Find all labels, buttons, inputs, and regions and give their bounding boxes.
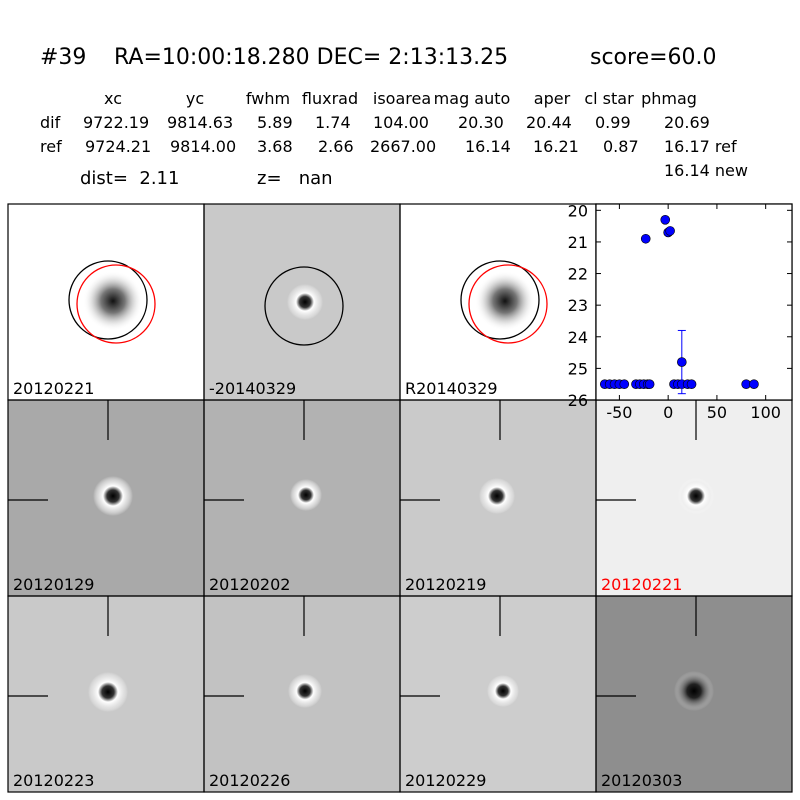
column-header: phmag xyxy=(641,89,697,108)
panel-label: 20120229 xyxy=(405,771,486,790)
table-cell: 9724.21 xyxy=(85,137,151,156)
panel-label: 20120219 xyxy=(405,575,486,594)
table-cell: 0.87 xyxy=(603,137,639,156)
table-cell: 20.44 xyxy=(526,113,572,132)
panel-label: 20120223 xyxy=(13,771,94,790)
table-cell: 16.14 xyxy=(465,137,511,156)
x-tick-label: 50 xyxy=(707,403,727,422)
panel-label: 20120129 xyxy=(13,575,94,594)
table-cell: 5.89 xyxy=(257,113,293,132)
column-header: isoarea xyxy=(373,89,431,108)
table-cell: 2.66 xyxy=(318,137,354,156)
panel-label: -20140329 xyxy=(209,379,296,398)
point xyxy=(665,226,675,236)
row-label: dif xyxy=(40,113,61,132)
cand-id: #39 xyxy=(40,45,86,70)
column-header: xc xyxy=(104,89,122,108)
y-tick-label: 23 xyxy=(568,296,588,315)
plot-frame xyxy=(595,203,793,401)
row-label: ref xyxy=(40,137,62,156)
table-cell: 16.17 ref xyxy=(664,137,737,156)
y-tick-label: 22 xyxy=(568,265,588,284)
x-tick-label: 100 xyxy=(750,403,781,422)
panel-label: R20140329 xyxy=(405,379,498,398)
point xyxy=(619,379,630,389)
point xyxy=(644,379,655,389)
table-cell: 9814.63 xyxy=(167,113,233,132)
table-cell: 0.99 xyxy=(595,113,631,132)
y-tick-label: 20 xyxy=(568,201,588,220)
score: score=60.0 xyxy=(590,45,717,70)
phmag-new: 16.14 new xyxy=(664,161,748,180)
column-header: cl star xyxy=(584,89,634,108)
y-tick-label: 21 xyxy=(568,233,588,252)
point xyxy=(677,357,687,367)
table-cell: 9722.19 xyxy=(83,113,149,132)
x-tick-label: -50 xyxy=(606,403,632,422)
column-header: mag auto xyxy=(434,89,511,108)
panel-label: 20120221 xyxy=(601,575,682,594)
coords: RA=10:00:18.280 DEC= 2:13:13.25 xyxy=(114,45,508,70)
panel-label: 20120303 xyxy=(601,771,682,790)
panel-label: 20120226 xyxy=(209,771,290,790)
table-cell: 16.21 xyxy=(533,137,579,156)
table-cell: 20.69 xyxy=(664,113,710,132)
table-cell: 20.30 xyxy=(458,113,504,132)
stamps xyxy=(7,203,793,793)
table-cell: 2667.00 xyxy=(370,137,436,156)
column-header: yc xyxy=(186,89,204,108)
column-header: fwhm xyxy=(246,89,290,108)
column-header: fluxrad xyxy=(302,89,358,108)
x-tick-label: 0 xyxy=(663,403,673,422)
table-cell: 1.74 xyxy=(315,113,351,132)
y-tick-label: 24 xyxy=(568,328,588,347)
y-tick-label: 25 xyxy=(568,359,588,378)
panel-label: 20120221 xyxy=(13,379,94,398)
point xyxy=(640,233,651,244)
point xyxy=(686,379,697,389)
point xyxy=(660,215,671,225)
point xyxy=(749,379,759,389)
dist: dist= 2.11 xyxy=(80,168,179,189)
table-cell: 104.00 xyxy=(373,113,429,132)
table-cell: 9814.00 xyxy=(170,137,236,156)
plot-area xyxy=(596,204,792,400)
column-header: aper xyxy=(534,89,571,108)
panel-label: 20120202 xyxy=(209,575,290,594)
table-cell: 3.68 xyxy=(257,137,293,156)
y-tick-label: 26 xyxy=(568,391,588,410)
z: z= nan xyxy=(257,168,333,189)
